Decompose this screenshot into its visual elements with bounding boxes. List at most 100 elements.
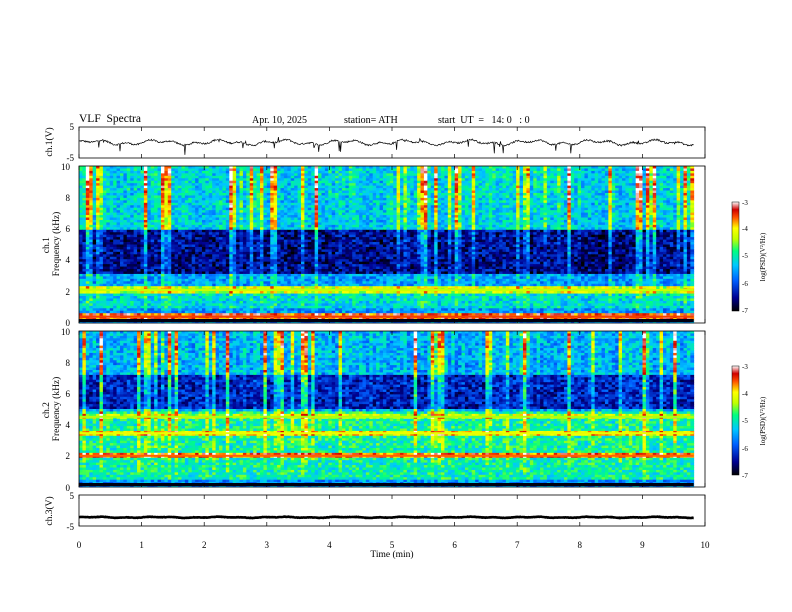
spectrogram-cell (232, 200, 237, 204)
spectrogram-cell (85, 210, 90, 214)
spectrogram-cell (434, 180, 438, 184)
spectrogram-cell (133, 195, 138, 199)
spectrogram-cell (451, 166, 456, 169)
spectrogram-cell (205, 175, 210, 179)
spectrogram-cell (345, 197, 350, 201)
spectrogram-cell (427, 222, 432, 226)
spectrogram-cell (495, 166, 500, 169)
spectrogram-cell (505, 219, 510, 223)
spectrogram-cell (195, 210, 199, 214)
spectrogram-cell (635, 200, 640, 204)
spectrogram-cell (543, 207, 548, 211)
spectrogram-cell (512, 197, 517, 201)
spectrogram-cell (300, 217, 305, 221)
spectrogram-cell (635, 207, 640, 211)
spectrogram-cell (150, 205, 155, 209)
spectrogram-cell (242, 197, 247, 201)
spectrogram-cell (488, 173, 493, 177)
spectrogram-cell (106, 232, 111, 236)
spectrogram-cell (550, 173, 555, 177)
spectrogram-cell (277, 178, 281, 182)
spectrogram-cell (96, 192, 100, 196)
spectrogram-cell (290, 229, 295, 233)
spectrogram-cell (260, 215, 264, 218)
spectrogram-cell (174, 227, 179, 231)
spectrogram-cell (106, 188, 111, 191)
spectrogram-cell (171, 229, 176, 233)
spectrogram-cell (441, 185, 445, 189)
spectrogram-cell (280, 188, 285, 191)
spectrogram-cell (89, 217, 94, 221)
spectrogram-cell (246, 185, 251, 189)
spectrogram-cell (219, 224, 223, 228)
spectrogram-cell (526, 185, 531, 189)
spectrogram-cell (260, 229, 264, 233)
spectrogram-cell (270, 207, 275, 211)
spectrogram-cell (154, 192, 158, 196)
spectrogram-cell (318, 180, 322, 184)
spectrogram-cell (147, 183, 152, 187)
spectrogram-cell (526, 205, 531, 209)
spectrogram-cell (324, 195, 329, 199)
spectrogram-cell (587, 173, 592, 177)
spectrogram-cell (451, 195, 456, 199)
spectrogram-cell (82, 188, 87, 191)
spectrogram-cell (543, 224, 548, 228)
spectrogram-cell (666, 224, 671, 228)
spectrogram-cell (553, 210, 558, 214)
spectrogram-cell (526, 175, 531, 179)
spectrogram-cell (570, 219, 575, 223)
spectrogram-cell (164, 219, 169, 223)
spectrogram-cell (263, 205, 268, 209)
spectrogram-cell (304, 183, 309, 187)
spectrogram-cell (143, 217, 148, 221)
spectrogram-cell (628, 190, 633, 194)
spectrogram-cell (625, 200, 630, 204)
spectrogram-cell (290, 190, 295, 194)
spectrogram-cell (324, 210, 329, 214)
spectrogram-cell (584, 173, 589, 177)
spectrogram-cell (574, 197, 579, 201)
spectrogram-cell (181, 190, 186, 194)
spectrogram-cell (417, 195, 421, 199)
spectrogram-cell (260, 180, 264, 184)
spectrogram-cell (215, 195, 220, 199)
spectrogram-cell (553, 183, 558, 187)
spectrogram-cell (219, 168, 223, 172)
spectrogram-cell (109, 180, 114, 184)
spectrogram-cell (260, 200, 264, 204)
spectrogram-cell (622, 180, 626, 184)
spectrogram-cell (522, 200, 527, 204)
spectrogram-cell (632, 173, 637, 177)
spectrogram-cell (413, 224, 418, 228)
spectrogram-cell (246, 217, 251, 221)
spectrogram-cell (587, 168, 592, 172)
spectrogram-cell (324, 188, 329, 191)
spectrogram-cell (287, 224, 292, 228)
spectrogram-cell (410, 175, 415, 179)
spectrogram-cell (181, 195, 186, 199)
spectrogram-cell (270, 202, 275, 206)
spectrogram-cell (99, 168, 104, 172)
spectrogram-cell (632, 229, 637, 233)
spectrogram-cell (502, 166, 507, 169)
spectrogram-cell (273, 168, 278, 172)
spectrogram-cell (536, 219, 541, 223)
spectrogram-cell (594, 192, 599, 196)
spectrogram-cell (560, 217, 565, 221)
spectrogram-cell (645, 215, 650, 218)
spectrogram-cell (447, 188, 452, 191)
spectrogram-cell (157, 192, 162, 196)
spectrogram-cell (369, 215, 374, 218)
spectrogram-cell (157, 168, 162, 172)
spectrogram-cell (249, 175, 254, 179)
spectrogram-cell (359, 168, 363, 172)
spectrogram-cell (413, 195, 418, 199)
spectrogram-cell (215, 219, 220, 223)
spectrogram-cell (229, 207, 234, 211)
spectrogram-cell (430, 222, 435, 226)
spectrogram-cell (628, 200, 633, 204)
spectrogram-cell (625, 192, 630, 196)
spectrogram-cell (468, 210, 473, 214)
spectrogram-cell (140, 168, 145, 172)
